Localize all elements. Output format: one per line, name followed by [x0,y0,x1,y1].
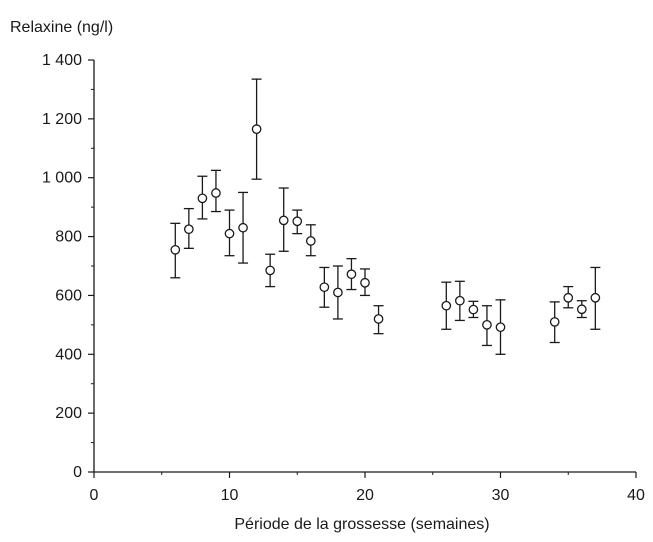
data-point [373,314,384,324]
data-point-group [454,280,465,322]
data-point [454,295,465,306]
data-point-group [441,281,452,330]
y-tick-label: 200 [55,405,82,422]
data-point [482,320,492,330]
y-tick-label: 1 000 [42,170,82,187]
data-point [590,292,601,303]
x-tick-label: 30 [492,487,510,504]
data-point-group [360,268,370,297]
data-point-group [170,222,181,279]
data-point [197,193,208,204]
data-point [333,287,343,298]
data-point-group [265,253,276,288]
data-point-group [468,300,479,319]
data-point [468,304,479,315]
data-point-group [305,224,316,257]
y-axis-title: Relaxine (ng/l) [10,19,113,36]
data-point [563,292,574,303]
x-tick-label: 0 [90,487,99,504]
data-point [211,188,221,198]
data-point-group [183,207,194,249]
data-point [184,224,194,235]
data-point-group [292,209,303,235]
data-point [251,124,262,135]
axis-ticks: 0 200 400 600 800 1 000 1 200 1 400 0 10 20 30 40 [42,52,645,504]
data-point-group [481,305,492,347]
data-point [224,228,235,239]
data-point-group [197,175,208,220]
data-point [278,215,289,226]
y-tick-label: 400 [55,346,82,363]
data-point [346,269,357,280]
data-point [292,216,303,227]
y-tick-label: 1 400 [42,52,82,69]
data-point-group [224,209,235,257]
x-tick-label: 10 [221,487,239,504]
data-point-group [373,305,384,335]
data-point-group [210,169,221,213]
x-tick-label: 20 [356,487,374,504]
data-point-group [278,187,289,252]
data-point [495,322,506,333]
y-tick-label: 600 [55,287,82,304]
data-point [238,222,248,233]
x-tick-label: 40 [627,487,645,504]
data-point [441,300,452,311]
data-point [170,244,181,255]
data-point-group [495,299,506,355]
y-tick-label: 1 200 [42,111,82,128]
data-point [576,304,587,315]
data-point [360,277,370,288]
y-tick-label: 800 [55,229,82,246]
data-point [305,236,316,246]
data-point-group [346,257,357,291]
data-point-group [238,191,249,264]
data-point-group [251,78,262,180]
data-point-group [576,300,587,319]
data-point-group [549,301,560,344]
data-point-group [563,285,574,309]
y-tick-label: 0 [73,464,82,481]
data-points [170,78,601,355]
data-point [265,265,275,276]
data-point-group [590,266,601,330]
data-point [319,282,330,293]
data-point-group [332,265,343,320]
x-axis-title: Période de la grossesse (semaines) [234,516,489,533]
data-point-group [319,266,330,308]
data-point [549,317,560,327]
